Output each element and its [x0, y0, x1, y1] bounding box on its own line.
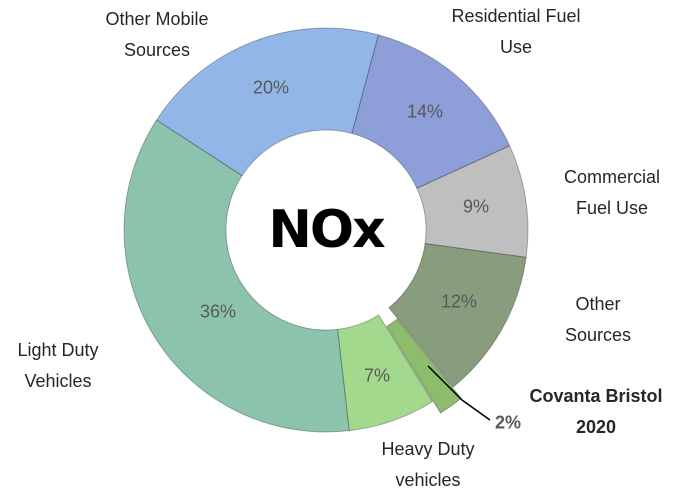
category-label: Heavy Duty vehicles — [381, 439, 475, 490]
slice — [388, 243, 527, 388]
slice — [123, 119, 350, 433]
value-label: 12% — [440, 291, 478, 312]
slice — [351, 34, 511, 190]
value-label: 7% — [363, 365, 391, 386]
value-label: 2% — [494, 412, 522, 433]
category-label: Other Mobile Sources — [105, 9, 209, 60]
leader-line — [427, 365, 491, 421]
category-label: Covanta Bristol 2020 — [529, 386, 663, 437]
slice — [155, 27, 379, 177]
value-label: 36% — [199, 301, 237, 322]
value-label: 14% — [406, 101, 444, 122]
category-label: Commercial Fuel Use — [563, 167, 660, 218]
value-label: 9% — [462, 196, 490, 217]
chart-title: NOx — [268, 200, 385, 260]
category-label: Other Sources — [564, 294, 632, 345]
slice — [386, 318, 462, 414]
category-label: Residential Fuel Use — [451, 6, 581, 57]
slice — [416, 145, 529, 258]
category-label: Light Duty Vehicles — [17, 340, 99, 391]
value-label: 20% — [252, 77, 290, 98]
